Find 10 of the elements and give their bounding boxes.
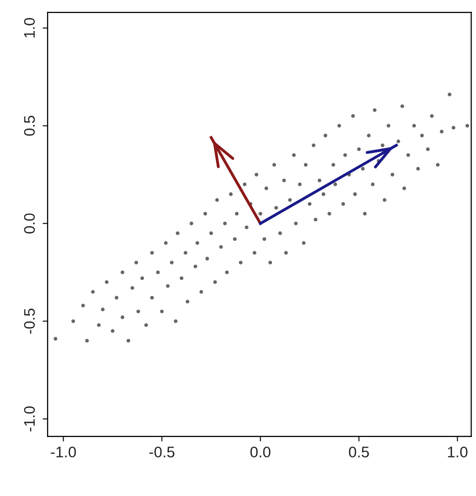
- x-tick-label: -0.5: [149, 446, 174, 458]
- x-tick-label: 0.5: [348, 446, 369, 458]
- y-tick-label: 0.0: [24, 213, 35, 234]
- y-tick-label: -0.5: [24, 308, 35, 334]
- x-tick-label: 1.0: [448, 446, 468, 458]
- x-tick-label: 0.0: [250, 446, 270, 458]
- x-tick-label: -1.0: [50, 446, 76, 458]
- y-tick-label: 1.0: [24, 18, 35, 38]
- y-tick-label: -1.0: [24, 406, 35, 432]
- y-tick-label: 0.5: [24, 116, 35, 136]
